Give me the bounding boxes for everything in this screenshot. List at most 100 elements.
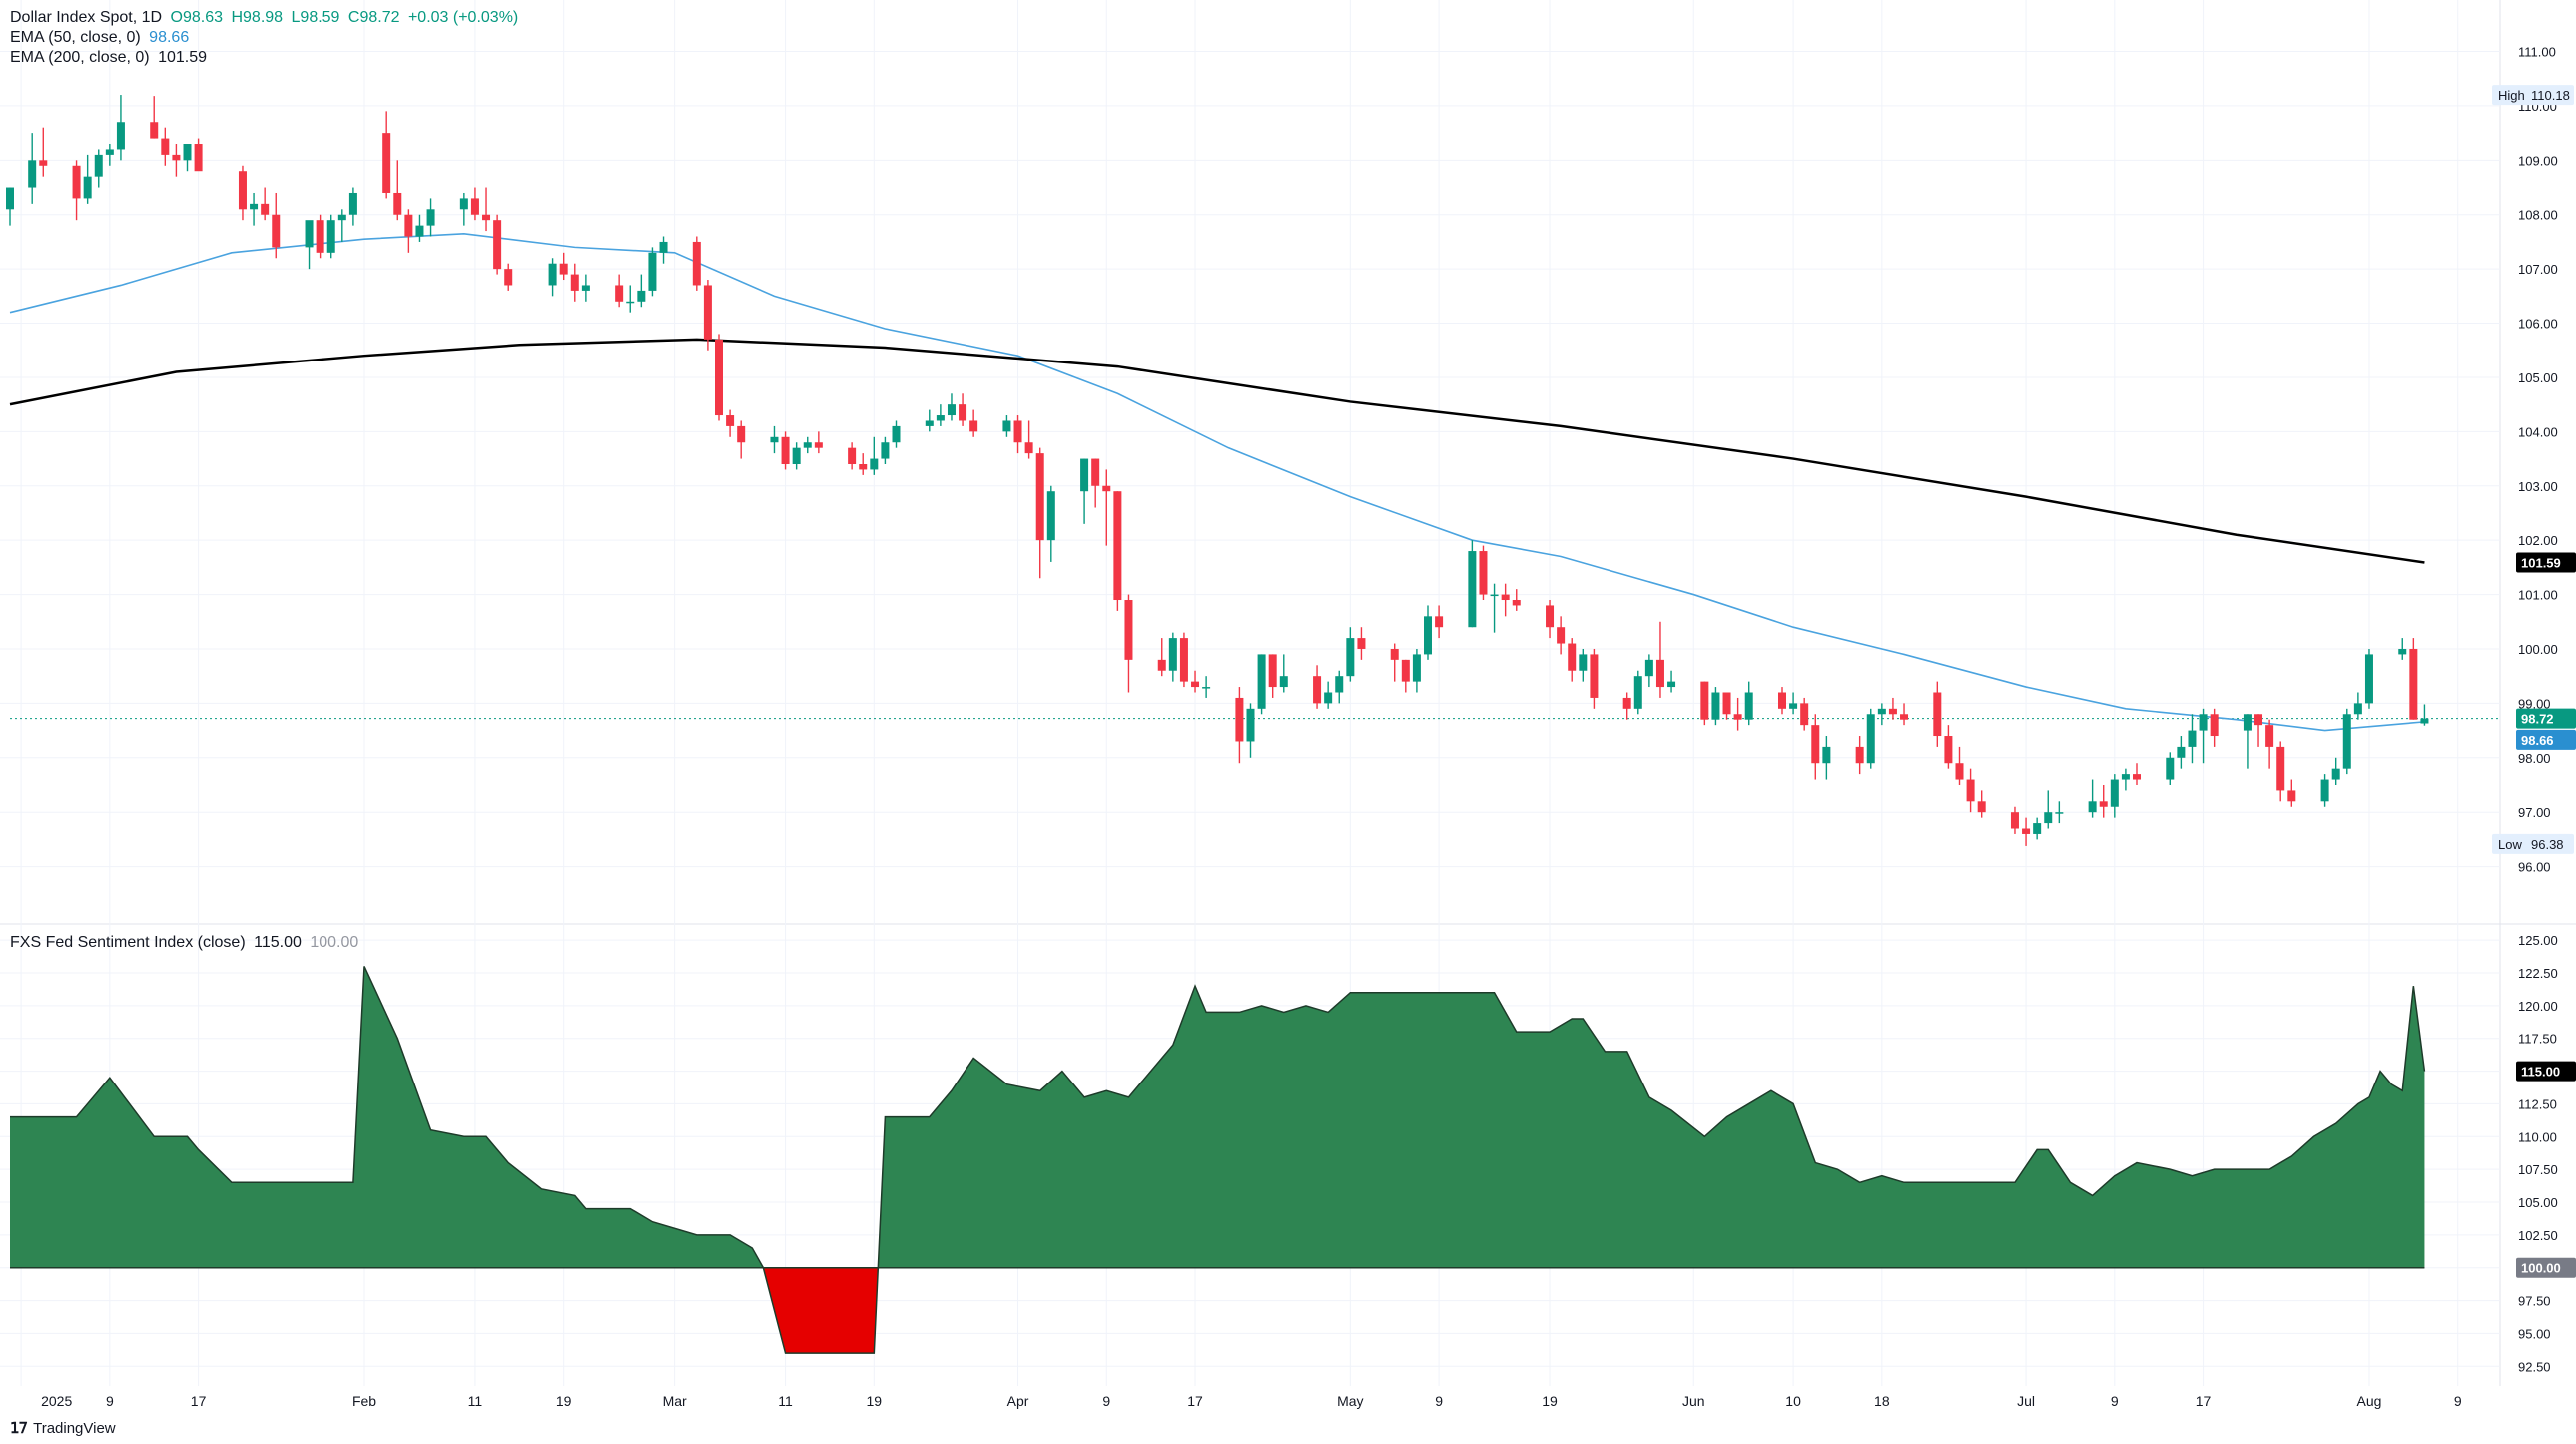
candle-body <box>94 154 103 177</box>
x-tick-label: 2025 <box>41 1393 72 1409</box>
candle-body <box>1667 681 1676 688</box>
candle-body <box>2055 812 2064 814</box>
y-tick-label: 92.50 <box>2518 1359 2551 1374</box>
candle-body <box>1335 676 1344 693</box>
candle-body <box>1655 659 1664 688</box>
candle-body <box>1357 638 1366 649</box>
candle-body <box>150 122 159 139</box>
candle-body <box>1390 648 1399 660</box>
candle-body <box>1257 654 1266 709</box>
candle-body <box>2188 730 2197 747</box>
fed-value-tag-bg <box>2516 1061 2576 1082</box>
legend-ema50-label: EMA (50, close, 0) <box>10 29 141 46</box>
candle-body <box>2133 774 2141 780</box>
candle-body <box>459 198 468 210</box>
candle-body <box>1412 654 1421 682</box>
candle-body <box>2420 718 2429 724</box>
legend-ema200: EMA (200, close, 0) 101.59 <box>10 48 207 67</box>
y-tick-label: 107.50 <box>2518 1162 2558 1177</box>
candle-body <box>1313 676 1322 704</box>
candle-body <box>305 220 314 248</box>
y-tick-label: 98.00 <box>2518 751 2551 766</box>
legend-ema50: EMA (50, close, 0) 98.66 <box>10 28 189 47</box>
candle-body <box>1944 736 1953 764</box>
baseline-tag-bg <box>2516 1257 2576 1278</box>
candle-body <box>1900 714 1909 720</box>
y-tick-label: 96.00 <box>2518 860 2551 875</box>
candle-body <box>2177 746 2186 758</box>
candle-body <box>105 149 114 155</box>
candle-body <box>1622 697 1631 709</box>
candle-body <box>892 425 901 443</box>
candle-body <box>1733 714 1742 720</box>
y-tick-label: 122.50 <box>2518 966 2558 981</box>
y-tick-label: 120.00 <box>2518 999 2558 1014</box>
x-tick-label: 19 <box>867 1393 883 1409</box>
low-marker-bg <box>2492 833 2574 854</box>
candle-body <box>1644 659 1653 677</box>
y-tick-label: 95.00 <box>2518 1326 2551 1341</box>
tradingview-brand[interactable]: 𝟣𝟩 TradingView <box>10 1419 116 1438</box>
candle-body <box>870 458 879 470</box>
candle-body <box>1346 638 1355 677</box>
legend-open: O98.63 <box>170 9 224 26</box>
candle-body <box>1490 594 1499 597</box>
x-tick-label: 19 <box>1542 1393 1558 1409</box>
y-tick-label: 105.00 <box>2518 1195 2558 1210</box>
y-tick-label: 106.00 <box>2518 317 2558 332</box>
x-tick-label: 11 <box>778 1393 793 1409</box>
y-tick-label: 105.00 <box>2518 370 2558 385</box>
x-tick-label: Aug <box>2357 1393 2382 1409</box>
legend-ema200-label: EMA (200, close, 0) <box>10 49 150 66</box>
price-tags: 101.59 98.72 98.66 115.00 100.00 High 110.18 Lo… <box>2492 85 2576 1278</box>
legend-ema200-value: 101.59 <box>158 49 208 66</box>
candle-body <box>238 171 247 210</box>
candle-body <box>1046 491 1055 541</box>
candle-body <box>116 122 125 150</box>
candle-body <box>2320 779 2329 802</box>
x-tick-label: Mar <box>663 1393 687 1409</box>
candle-body <box>493 220 502 270</box>
y-tick-label: 102.50 <box>2518 1228 2558 1243</box>
close-tag-bg <box>2516 708 2576 729</box>
candle-body <box>1855 746 1864 764</box>
candle-body <box>337 214 346 221</box>
y-tick-label: 101.00 <box>2518 588 2558 603</box>
candle-body <box>2166 757 2175 780</box>
candle-body <box>2342 714 2351 769</box>
x-tick-label: 19 <box>556 1393 572 1409</box>
time-axis: 2025 9 17 Feb 11 19 Mar 11 19 Apr 9 17 May 9 19 Jun 10 18… <box>41 1393 2462 1409</box>
candle-body <box>2088 801 2097 813</box>
y-tick-label: 110.00 <box>2518 1129 2557 1144</box>
candle-body <box>1822 746 1831 764</box>
candle-body <box>781 436 790 464</box>
candle-body <box>692 241 701 286</box>
ema50-tag: 98.66 <box>2521 733 2554 748</box>
brand-name: TradingView <box>33 1419 116 1437</box>
fed-area-outline <box>10 966 2426 1354</box>
candle-body <box>2353 703 2362 715</box>
tradingview-logo-icon: 𝟣𝟩 <box>10 1420 28 1437</box>
y-tick-label: 109.00 <box>2518 153 2558 168</box>
candle-body <box>1888 708 1897 715</box>
candle-body <box>415 225 424 237</box>
candle-body <box>194 144 203 172</box>
candle-body <box>637 290 646 302</box>
candle-body <box>615 285 624 302</box>
legend-fed-value: 115.00 <box>254 934 302 951</box>
candle-body <box>2364 654 2373 704</box>
ema200-tag-bg <box>2516 552 2576 573</box>
candle-body <box>1800 703 1809 726</box>
y-tick-label: 97.00 <box>2518 805 2551 820</box>
x-tick-label: 9 <box>1102 1393 1110 1409</box>
candle-body <box>39 160 48 166</box>
candle-body <box>848 447 857 464</box>
candle-body <box>482 214 491 221</box>
x-tick-label: 17 <box>1187 1393 1203 1409</box>
candle-body <box>1590 654 1599 698</box>
x-tick-label: Jul <box>2017 1393 2035 1409</box>
candle-body <box>2210 714 2219 737</box>
candle-body <box>881 442 890 459</box>
candle-body <box>2022 828 2031 834</box>
